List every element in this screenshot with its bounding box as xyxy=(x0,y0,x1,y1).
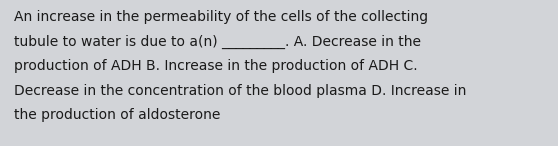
Text: Decrease in the concentration of the blood plasma D. Increase in: Decrease in the concentration of the blo… xyxy=(14,84,466,98)
Text: production of ADH B. Increase in the production of ADH C.: production of ADH B. Increase in the pro… xyxy=(14,59,417,73)
Text: An increase in the permeability of the cells of the collecting: An increase in the permeability of the c… xyxy=(14,10,428,24)
Text: tubule to water is due to a(n) _________. A. Decrease in the: tubule to water is due to a(n) _________… xyxy=(14,34,421,49)
Text: the production of aldosterone: the production of aldosterone xyxy=(14,108,220,122)
